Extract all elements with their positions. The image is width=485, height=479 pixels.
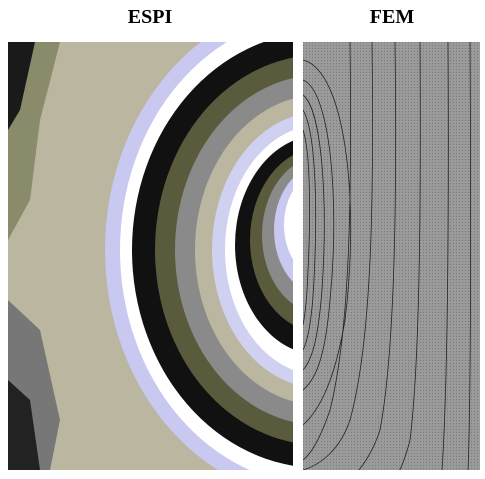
figure: ESPI FEM bbox=[0, 0, 485, 479]
panels bbox=[0, 0, 485, 479]
fem-image bbox=[303, 42, 480, 479]
